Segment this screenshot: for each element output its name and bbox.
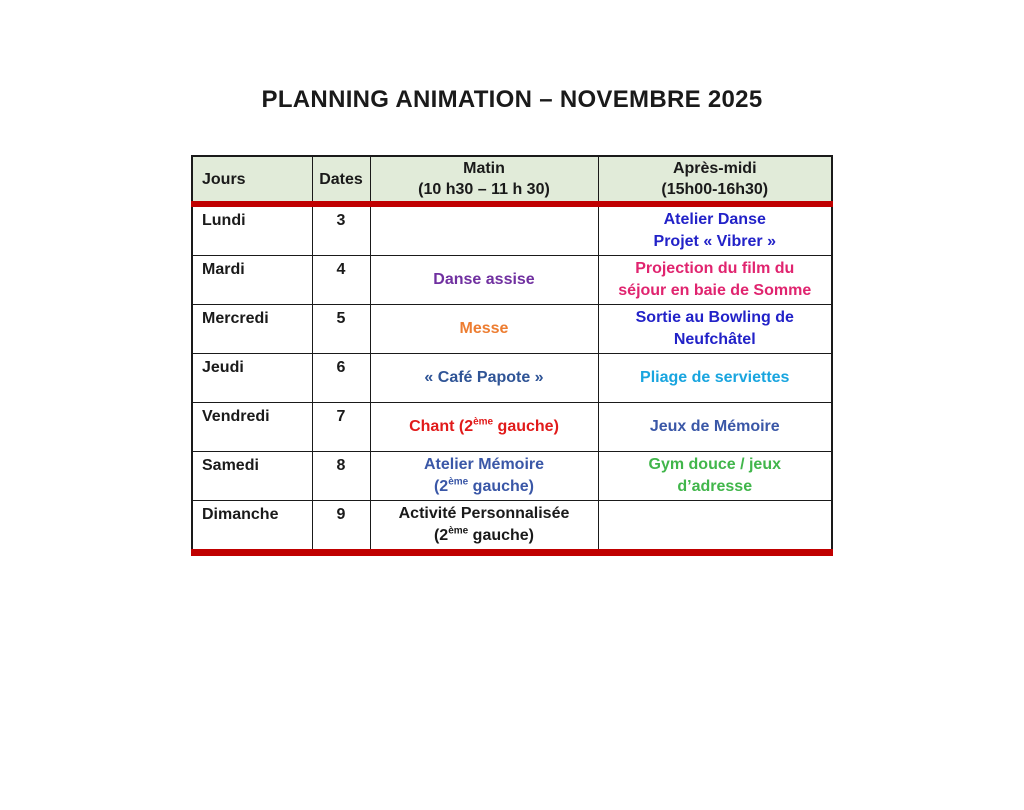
- day-cell: Dimanche: [191, 500, 313, 556]
- table-row-vendredi: Vendredi 7 Chant (2ème gauche) Jeux de M…: [191, 402, 833, 452]
- header-row: Jours Dates Matin (10 h30 – 11 h 30) Apr…: [191, 155, 833, 207]
- header-morning-line1: Matin: [463, 160, 505, 177]
- afternoon-activity-cell: Atelier Danse Projet « Vibrer »: [597, 203, 833, 256]
- header-days: Jours: [191, 155, 313, 207]
- header-dates: Dates: [311, 155, 371, 207]
- day-cell: Mardi: [191, 255, 313, 305]
- morning-activity-cell: Messe: [369, 304, 599, 354]
- planning-table: Jours Dates Matin (10 h30 – 11 h 30) Apr…: [191, 155, 833, 556]
- day-cell: Lundi: [191, 203, 313, 256]
- table-row-mardi: Mardi 4 Danse assise Projection du film …: [191, 255, 833, 305]
- date-cell: 6: [311, 353, 371, 403]
- date-cell: 5: [311, 304, 371, 354]
- date-cell: 4: [311, 255, 371, 305]
- morning-activity-cell: Activité Personnalisée (2ème gauche): [369, 500, 599, 556]
- date-cell: 3: [311, 203, 371, 256]
- table-row-samedi: Samedi 8 Atelier Mémoire (2ème gauche) Gy…: [191, 451, 833, 501]
- morning-activity-cell: « Café Papote »: [369, 353, 599, 403]
- header-afternoon-line2: (15h00-16h30): [661, 181, 769, 198]
- date-cell: 8: [311, 451, 371, 501]
- header-morning: Matin (10 h30 – 11 h 30): [369, 155, 599, 207]
- header-afternoon: Après-midi (15h00-16h30): [597, 155, 833, 207]
- day-cell: Jeudi: [191, 353, 313, 403]
- morning-activity-cell: Chant (2ème gauche): [369, 402, 599, 452]
- table-body: Lundi 3 Atelier Danse Projet « Vibrer » M…: [191, 203, 833, 556]
- header-afternoon-line1: Après-midi: [672, 160, 757, 177]
- header-morning-line2: (10 h30 – 11 h 30): [418, 181, 550, 198]
- table-row-lundi: Lundi 3 Atelier Danse Projet « Vibrer »: [191, 203, 833, 256]
- table-row-mercredi: Mercredi 5 Messe Sortie au Bowling de Neu…: [191, 304, 833, 354]
- table-row-jeudi: Jeudi 6 « Café Papote » Pliage de servie…: [191, 353, 833, 403]
- afternoon-activity-cell: Sortie au Bowling de Neufchâtel: [597, 304, 833, 354]
- afternoon-activity-cell: Pliage de serviettes: [597, 353, 833, 403]
- date-cell: 9: [311, 500, 371, 556]
- afternoon-activity-cell: [597, 500, 833, 556]
- afternoon-activity-cell: Projection du film du séjour en baie de S…: [597, 255, 833, 305]
- page-title: PLANNING ANIMATION – NOVEMBRE 2025: [261, 86, 763, 113]
- day-cell: Samedi: [191, 451, 313, 501]
- day-cell: Mercredi: [191, 304, 313, 354]
- table-header: Jours Dates Matin (10 h30 – 11 h 30) Apr…: [191, 155, 833, 207]
- date-cell: 7: [311, 402, 371, 452]
- morning-activity-cell: Atelier Mémoire (2ème gauche): [369, 451, 599, 501]
- morning-activity-cell: [369, 203, 599, 256]
- table-row-dimanche: Dimanche 9 Activité Personnalisée (2ème g…: [191, 500, 833, 556]
- day-cell: Vendredi: [191, 402, 313, 452]
- afternoon-activity-cell: Jeux de Mémoire: [597, 402, 833, 452]
- afternoon-activity-cell: Gym douce / jeux d’adresse: [597, 451, 833, 501]
- morning-activity-cell: Danse assise: [369, 255, 599, 305]
